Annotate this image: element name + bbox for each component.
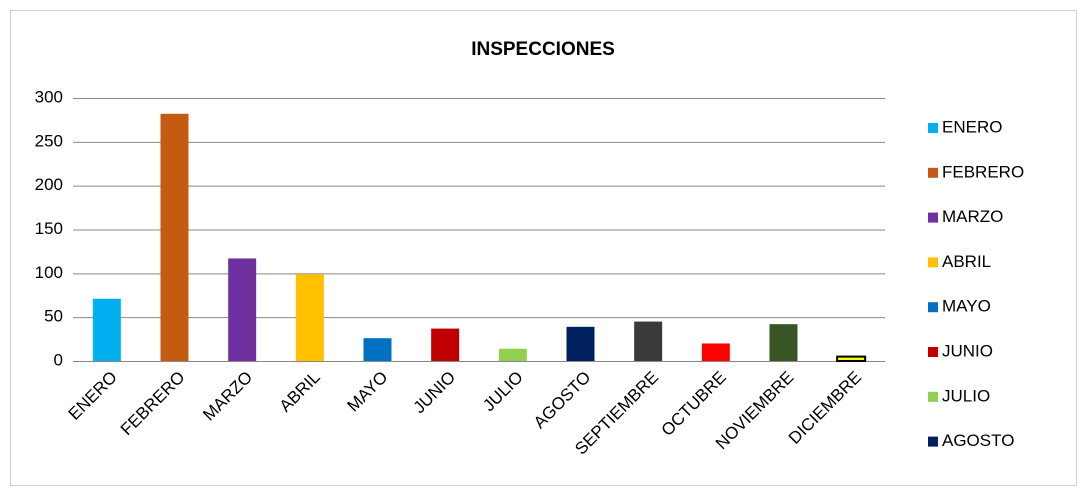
legend-swatch	[928, 347, 938, 357]
bar	[566, 326, 595, 361]
y-tick-label: 100	[35, 263, 63, 282]
legend-label: AGOSTO	[942, 431, 1014, 450]
legend-swatch	[928, 212, 938, 223]
bar	[295, 274, 324, 361]
bar	[769, 324, 798, 361]
legend-label: JULIO	[942, 386, 990, 405]
y-tick-label: 50	[44, 307, 63, 326]
legend-swatch	[928, 123, 938, 133]
y-tick-label: 200	[35, 175, 63, 194]
legend-label: MAYO	[942, 297, 991, 316]
legend-label: ENERO	[942, 117, 1002, 136]
bar	[498, 348, 527, 361]
bar	[92, 298, 121, 361]
bar	[431, 328, 460, 361]
legend-swatch	[928, 436, 938, 447]
chart-title: INSPECCIONES	[471, 39, 615, 60]
y-tick-label: 300	[35, 87, 63, 106]
y-tick-label: 0	[54, 350, 63, 369]
legend-label: MARZO	[942, 207, 1003, 226]
legend-swatch	[928, 391, 938, 402]
legend-swatch	[928, 302, 938, 313]
legend-label: ABRIL	[942, 252, 991, 271]
legend-label: FEBRERO	[942, 162, 1024, 181]
legend-swatch	[928, 257, 938, 268]
legend-swatch	[928, 167, 938, 178]
y-tick-label: 150	[35, 219, 63, 238]
bar	[363, 338, 392, 361]
bar	[836, 355, 867, 363]
bar	[160, 113, 189, 361]
legend-label: JUNIO	[942, 341, 993, 360]
bar	[228, 258, 257, 361]
bar	[634, 321, 663, 361]
y-tick-label: 250	[35, 131, 63, 150]
bar	[701, 343, 730, 361]
